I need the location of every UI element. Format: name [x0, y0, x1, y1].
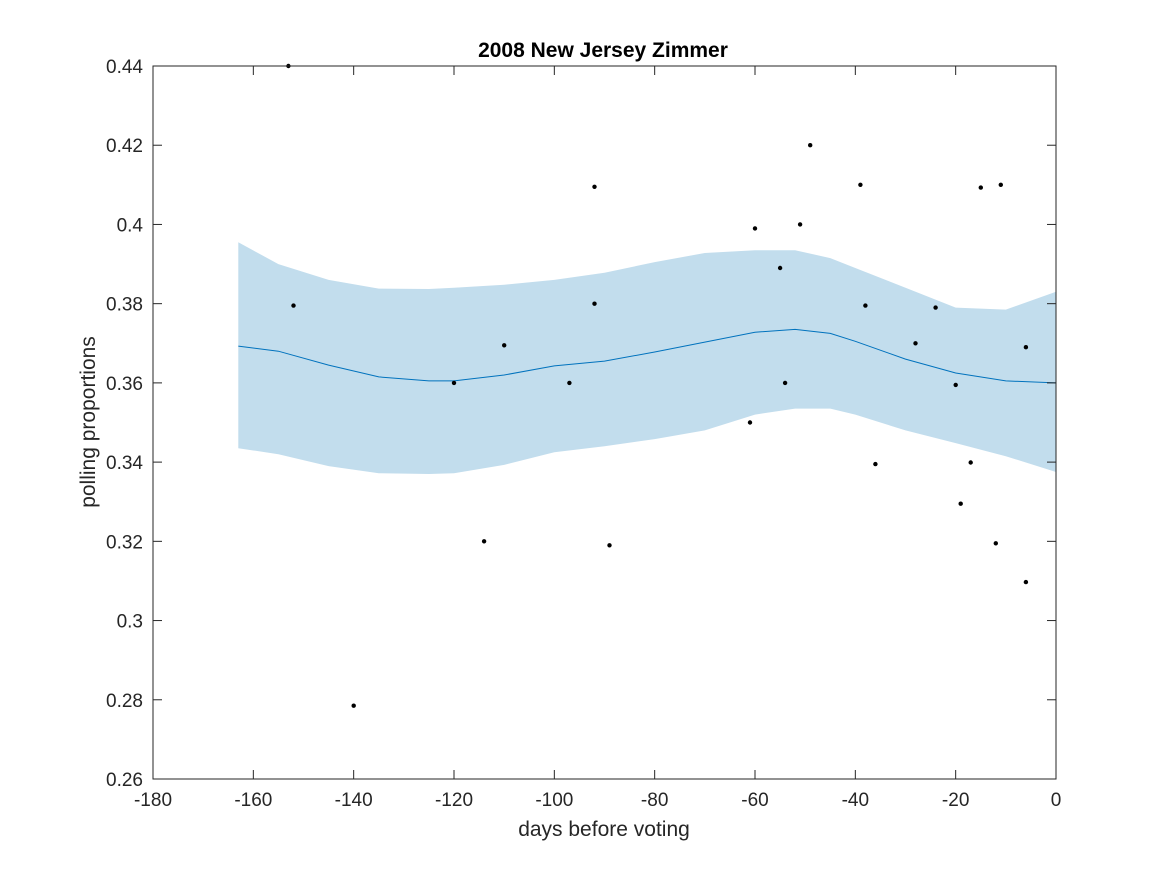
trend-line: [238, 328, 1057, 384]
data-point: [808, 143, 813, 148]
y-tick-label: 0.4: [117, 215, 144, 236]
data-point: [351, 703, 356, 708]
axes-box: [152, 65, 1057, 780]
x-tick-label: -60: [741, 790, 768, 811]
y-tick-label: 0.3: [117, 612, 143, 633]
x-tick-label: -160: [234, 790, 272, 811]
data-point: [592, 301, 597, 306]
x-tick-label: -100: [535, 790, 573, 811]
x-tick-label: -20: [942, 790, 969, 811]
data-point: [858, 182, 863, 187]
y-tick-label: 0.34: [106, 453, 143, 474]
data-point: [968, 460, 973, 465]
data-point: [502, 343, 507, 348]
y-tick-label: 0.32: [106, 532, 143, 553]
data-point: [782, 380, 788, 386]
y-tick-label: 0.36: [106, 374, 143, 395]
axes: [152, 65, 1057, 780]
data-point: [752, 226, 758, 231]
x-tick-label: -120: [435, 790, 473, 811]
x-tick-label: -80: [641, 790, 668, 811]
y-tick-label: 0.28: [106, 691, 143, 712]
x-tick-label: -180: [134, 790, 172, 811]
x-axis-label: days before voting: [518, 818, 690, 841]
chart-title: 2008 New Jersey Zimmer: [478, 39, 728, 62]
data-point: [978, 185, 983, 190]
data-point: [747, 420, 753, 425]
y-axis-label: polling proportions: [77, 336, 100, 508]
data-point: [993, 541, 998, 546]
ticks: -180 -160 -140 -120 -100 -80 -60 -40 -20 0 0.26 0.2…: [106, 57, 1061, 811]
data-point: [481, 539, 487, 544]
y-tick-label: 0.42: [106, 136, 143, 157]
x-tick-label: -40: [842, 790, 869, 811]
data-point: [933, 305, 938, 310]
x-tick-label: -140: [335, 790, 373, 811]
data-point: [863, 303, 868, 308]
data-point: [451, 380, 457, 386]
data-point: [567, 380, 572, 386]
data-point: [291, 303, 296, 308]
data-point: [873, 461, 878, 467]
data-point: [1023, 579, 1029, 585]
data-point: [953, 382, 958, 388]
data-point: [592, 184, 597, 189]
x-tick-label: 0: [1051, 790, 1062, 811]
y-tick-label: 0.44: [106, 57, 143, 78]
data-point: [1023, 345, 1029, 350]
y-tick-label: 0.26: [106, 770, 143, 791]
confidence-band: [238, 242, 1057, 474]
data-point: [913, 341, 918, 346]
data-point: [998, 182, 1003, 187]
data-point: [607, 543, 612, 548]
data-point: [797, 222, 803, 227]
data-point: [958, 501, 963, 506]
y-tick-label: 0.38: [106, 295, 143, 316]
data-point: [777, 265, 783, 271]
plot-area: [238, 63, 1057, 708]
